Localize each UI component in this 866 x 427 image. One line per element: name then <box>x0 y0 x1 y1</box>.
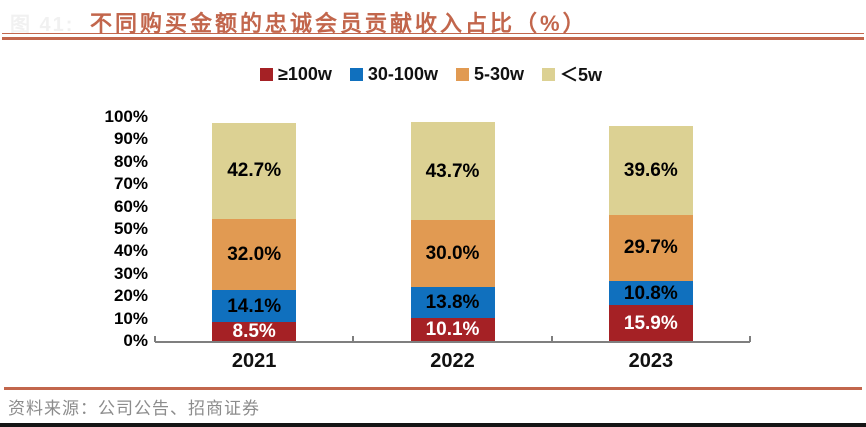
x-axis-line <box>155 341 750 343</box>
chart-title: 不同购买金额的忠诚会员贡献收入占比（%） <box>90 11 588 36</box>
bar-segment-label: 29.7% <box>623 237 678 259</box>
bar-segment-label: 10.1% <box>425 319 480 341</box>
bar-segment: 42.7% <box>212 123 297 219</box>
bar-segment: 10.1% <box>410 318 495 341</box>
bar-segment-label: 10.8% <box>623 282 678 304</box>
x-axis-tick <box>352 336 355 342</box>
bar-segment-label: 32.0% <box>227 244 282 266</box>
legend-swatch-icon <box>542 67 555 81</box>
source-note: 资料来源：公司公告、招商证券 <box>8 399 260 418</box>
x-axis-label: 2021 <box>231 350 277 372</box>
bar-segment: 43.7% <box>410 122 495 221</box>
bar-segment: 8.5% <box>212 320 297 342</box>
chart-legend: ≥100w 30-100w 5-30w ＜5w <box>0 60 862 88</box>
y-axis-tick-label: 60% <box>113 196 148 216</box>
bar-segment: 30.0% <box>410 220 495 288</box>
legend-swatch-icon <box>259 67 273 81</box>
y-axis-tick-label: 40% <box>113 241 148 261</box>
legend-item: ≥100w <box>259 63 332 85</box>
legend-item: ＜5w <box>542 61 602 87</box>
bar-segment: 13.8% <box>410 287 495 319</box>
title-divider-thick <box>2 37 864 40</box>
y-axis-tick-label: 70% <box>113 174 148 194</box>
legend-label: ＜5w <box>560 65 603 85</box>
bar-segment: 29.7% <box>608 214 693 282</box>
legend-item: 5-30w <box>455 63 524 85</box>
y-axis-tick-label: 30% <box>113 263 148 283</box>
bar-segment: 10.8% <box>608 281 693 306</box>
bar-segment: 32.0% <box>212 218 297 291</box>
x-axis-tick <box>749 336 751 342</box>
y-axis-tick-label: 20% <box>113 286 148 306</box>
legend-swatch-icon <box>455 67 469 81</box>
bar-segment-label: 30.0% <box>425 243 480 265</box>
footer-divider <box>4 387 862 390</box>
bar-segment-label: 43.7% <box>425 160 480 182</box>
bar-segment: 39.6% <box>608 125 693 215</box>
bar-segment: 14.1% <box>212 290 297 322</box>
y-axis-tick-label: 90% <box>113 129 148 149</box>
legend-label: ≥100w <box>277 63 332 84</box>
y-axis-tick-label: 80% <box>113 151 148 171</box>
legend-label: 30-100w <box>367 63 438 84</box>
legend-label: 5-30w <box>473 63 524 84</box>
bar-segment-label: 15.9% <box>623 312 678 334</box>
y-axis-tick-label: 100% <box>104 107 148 126</box>
x-axis-tick <box>550 336 553 342</box>
bar-segment-label: 8.5% <box>232 320 276 342</box>
y-axis-tick-label: 50% <box>113 219 148 238</box>
x-axis-label: 2022 <box>430 350 475 372</box>
legend-swatch-icon <box>349 67 363 81</box>
x-axis-tick <box>154 336 156 342</box>
title-divider-thin <box>2 33 864 34</box>
bottom-border <box>0 423 866 427</box>
bar-segment-label: 42.7% <box>227 160 282 182</box>
bar-segment-label: 14.1% <box>227 295 282 317</box>
bar-segment: 15.9% <box>608 305 693 341</box>
legend-item: 30-100w <box>349 63 438 85</box>
x-axis-label: 2023 <box>628 350 674 372</box>
bar-segment-label: 39.6% <box>623 159 678 181</box>
y-axis-tick-label: 10% <box>113 308 148 328</box>
bar-segment-label: 13.8% <box>425 292 480 314</box>
figure-number-label: 图 41: <box>10 14 75 36</box>
y-axis-tick-label: 0% <box>123 331 148 350</box>
